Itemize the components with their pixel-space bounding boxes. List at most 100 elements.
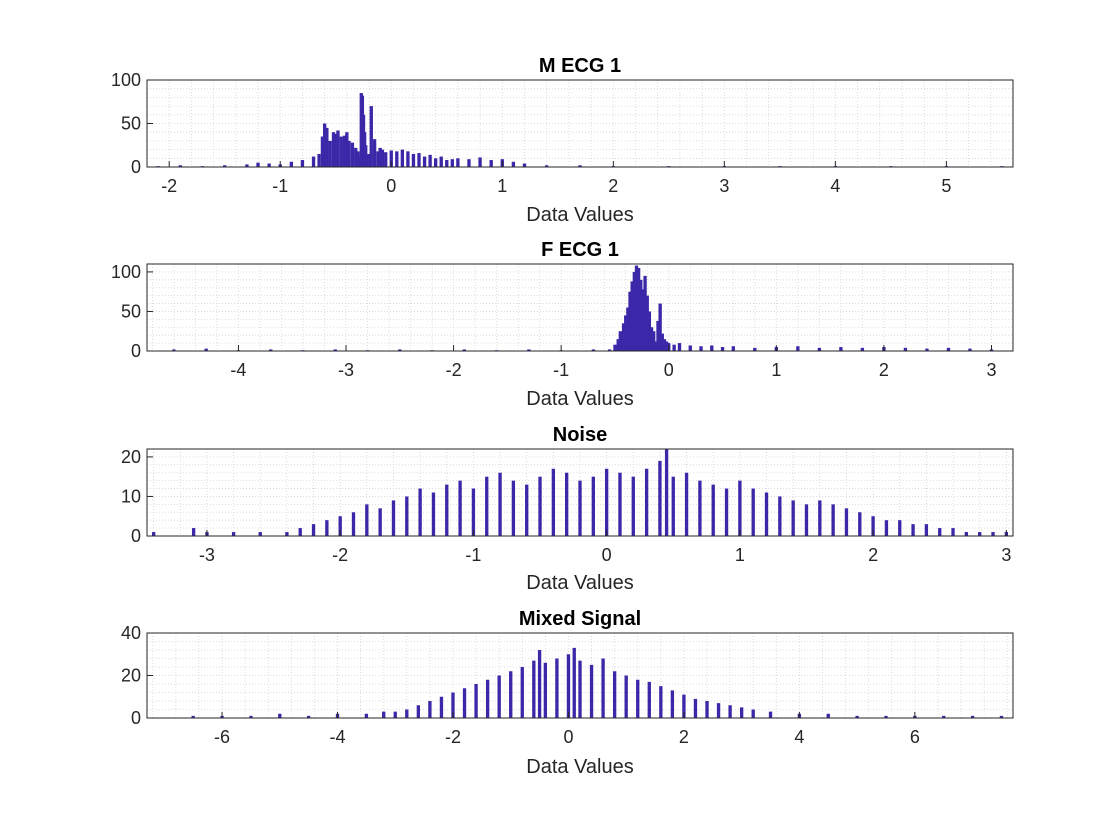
panel-title: Mixed Signal <box>519 608 641 630</box>
histogram-bar <box>796 346 800 351</box>
x-tick-label: -4 <box>230 360 246 380</box>
x-tick-label: -1 <box>553 360 569 380</box>
y-tick-label: 50 <box>121 301 141 321</box>
histogram-bar <box>267 163 271 167</box>
histogram-bar <box>338 516 342 536</box>
histogram-bar <box>289 161 293 167</box>
histogram-bar <box>631 476 635 536</box>
histogram-bar <box>639 279 643 351</box>
x-tick-label: 3 <box>719 176 729 196</box>
histogram-bar <box>551 468 556 536</box>
histogram-bar <box>649 327 654 351</box>
histogram-bar <box>439 696 444 718</box>
histogram-bar <box>710 345 714 351</box>
histogram-bar <box>300 160 305 167</box>
histogram-bar <box>395 151 399 167</box>
x-axis-label: Data Values <box>526 204 633 226</box>
histogram-bar <box>325 127 329 167</box>
x-tick-label: 4 <box>830 176 840 196</box>
histogram-bar <box>624 315 628 351</box>
histogram-bar <box>656 320 660 351</box>
axes-box <box>146 448 1014 537</box>
y-tick-label: 0 <box>131 157 141 177</box>
histogram-bar <box>946 347 951 351</box>
histogram-bar <box>720 347 725 351</box>
histogram-bar <box>511 161 516 167</box>
histogram-bar <box>999 715 1004 718</box>
histogram-bar <box>768 711 773 718</box>
histogram-bar <box>898 520 902 536</box>
histogram-bar <box>509 671 513 718</box>
histogram-bar <box>456 158 460 167</box>
histogram-bar <box>644 468 649 536</box>
x-tick-label: -2 <box>332 545 348 565</box>
histogram-bar <box>968 348 972 351</box>
histogram-bar <box>485 476 489 536</box>
histogram-bar <box>991 532 995 536</box>
histogram-bar <box>369 106 373 167</box>
x-tick-label: 6 <box>910 727 920 747</box>
histogram-bar <box>647 681 651 718</box>
histogram-bar <box>411 153 416 167</box>
x-tick-label: -6 <box>214 727 230 747</box>
histogram-bar <box>191 715 195 718</box>
histogram-bar <box>320 136 325 167</box>
x-tick-label: -2 <box>446 360 462 380</box>
histogram-bar <box>612 671 617 718</box>
panel-f-ecg-1: -4 -3 -2 -1 0 1 2 3 0 50 100 F ECG 1 Data Values <box>111 239 1014 410</box>
histogram-bar <box>405 496 409 536</box>
panel-title: F ECG 1 <box>541 239 619 261</box>
histogram-bar <box>428 701 432 718</box>
x-tick-label: -1 <box>272 176 288 196</box>
histogram-bar <box>356 151 360 167</box>
histogram-bar <box>322 123 327 167</box>
histogram-bar <box>804 504 809 536</box>
x-axis-label: Data Values <box>526 756 633 778</box>
histogram-bar <box>520 667 524 718</box>
histogram-bar <box>658 303 662 351</box>
y-tick-label: 100 <box>111 70 141 90</box>
histogram-bar <box>445 160 449 167</box>
histogram-bar <box>738 480 742 536</box>
histogram-bar <box>716 703 721 718</box>
histogram-bar <box>451 692 455 718</box>
histogram-bar <box>365 504 369 536</box>
histogram-bar <box>417 153 421 167</box>
histogram-bar <box>422 156 427 167</box>
histogram-bar <box>306 715 311 718</box>
x-tick-label: -3 <box>199 545 215 565</box>
x-tick-label: 0 <box>563 727 573 747</box>
histogram-bar <box>662 339 667 351</box>
histogram-bar <box>278 713 282 718</box>
histogram-bar <box>604 468 609 536</box>
histogram-bar <box>223 165 227 167</box>
histogram-bar <box>978 532 982 536</box>
axes-box <box>146 263 1014 352</box>
histogram-bar <box>445 484 449 536</box>
y-tick-label: 0 <box>131 526 141 546</box>
histogram-bar <box>884 715 888 718</box>
panel-noise: -3 -2 -1 0 1 2 3 0 10 20 Noise Data Values <box>121 424 1014 594</box>
x-tick-label: 1 <box>497 176 507 196</box>
histogram-bar <box>367 153 371 167</box>
histogram-bar <box>751 709 755 718</box>
histogram-bar <box>325 520 329 536</box>
histogram-bar <box>818 500 822 536</box>
histogram-bar <box>791 500 795 536</box>
histogram-bar <box>626 307 630 351</box>
histogram-bar <box>538 476 542 536</box>
histogram-bar <box>269 349 273 351</box>
histogram-bar <box>400 149 405 167</box>
histogram-bar <box>434 158 438 167</box>
histogram-bar <box>376 151 380 167</box>
y-tick-label: 0 <box>131 341 141 361</box>
histogram-bar <box>724 488 729 536</box>
histogram-bar <box>151 532 156 536</box>
histogram-bar <box>618 472 622 536</box>
histogram-bar <box>311 156 316 167</box>
histogram-bar <box>671 476 675 536</box>
histogram-bar <box>855 715 859 718</box>
histogram-bar <box>471 488 476 536</box>
x-tick-label: 0 <box>386 176 396 196</box>
histogram-bar <box>660 333 664 351</box>
